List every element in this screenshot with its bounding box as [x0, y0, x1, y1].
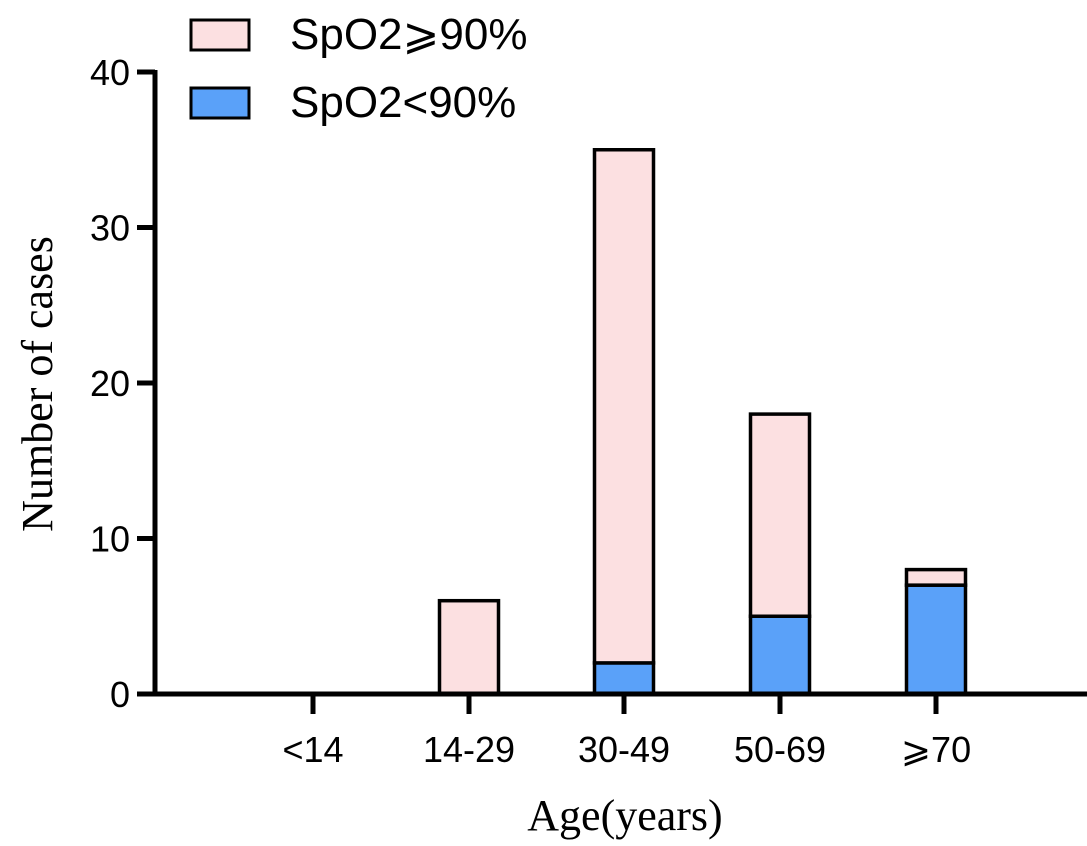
bar-segment [904, 567, 968, 587]
x-axis-title: Age(years) [527, 791, 722, 840]
bar-segment [592, 661, 656, 696]
legend-swatch [189, 86, 251, 120]
bars [437, 148, 968, 696]
x-tick-label: 14-29 [423, 729, 515, 770]
legend-label: SpO2<90% [290, 78, 516, 127]
legend-swatch [189, 18, 251, 52]
x-tick-label: ⩾70 [901, 729, 971, 770]
y-axis-title: Number of cases [13, 236, 62, 532]
y-tick-label: 40 [90, 52, 130, 93]
x-tick-label: <14 [282, 729, 343, 770]
bar-segment [437, 598, 501, 696]
x-ticks: <14 14-29 30-49 50-69 ⩾70 [282, 694, 971, 770]
legend-label: SpO2⩾90% [290, 10, 527, 59]
y-tick-label: 30 [90, 208, 130, 249]
x-tick-label: 30-49 [578, 729, 670, 770]
y-ticks: 0 10 20 30 40 [90, 52, 155, 715]
bar-segment [748, 412, 812, 618]
y-tick-label: 0 [110, 674, 130, 715]
y-tick-label: 10 [90, 519, 130, 560]
x-tick-label: 50-69 [734, 729, 826, 770]
legend: SpO2⩾90% SpO2<90% [189, 10, 527, 127]
bar-segment [904, 583, 968, 696]
y-tick-label: 20 [90, 363, 130, 404]
bar-segment [748, 614, 812, 696]
bar-segment [592, 148, 656, 665]
